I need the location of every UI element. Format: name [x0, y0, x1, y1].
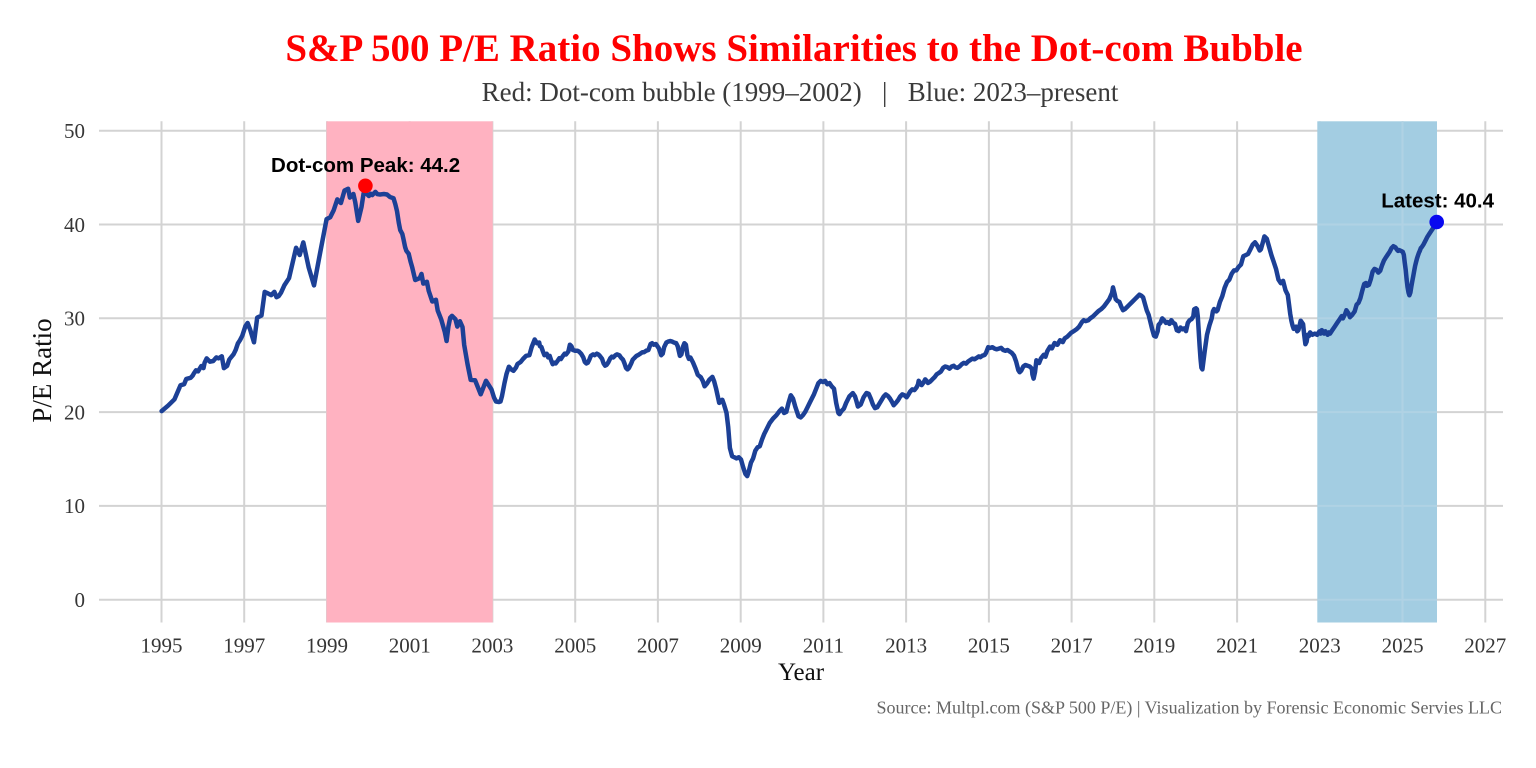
- svg-text:0: 0: [75, 588, 86, 612]
- svg-text:40: 40: [64, 213, 85, 237]
- svg-text:1997: 1997: [223, 634, 265, 658]
- svg-text:2005: 2005: [554, 634, 596, 658]
- svg-text:2021: 2021: [1216, 634, 1258, 658]
- svg-text:2007: 2007: [637, 634, 679, 658]
- svg-text:P/E Ratio: P/E Ratio: [27, 318, 57, 422]
- svg-text:1999: 1999: [306, 634, 348, 658]
- svg-text:2013: 2013: [885, 634, 927, 658]
- svg-text:2023: 2023: [1299, 634, 1341, 658]
- svg-text:2017: 2017: [1051, 634, 1093, 658]
- svg-text:50: 50: [64, 119, 85, 143]
- svg-text:S&P 500 P/E Ratio Shows Simila: S&P 500 P/E Ratio Shows Similarities to …: [285, 27, 1302, 70]
- svg-text:2003: 2003: [471, 634, 513, 658]
- svg-text:2027: 2027: [1464, 634, 1506, 658]
- svg-text:2025: 2025: [1382, 634, 1424, 658]
- svg-text:2011: 2011: [803, 634, 844, 658]
- svg-text:Red: Dot-com bubble (1999–2002: Red: Dot-com bubble (1999–2002) | Blue: …: [482, 77, 1119, 107]
- svg-text:30: 30: [64, 307, 85, 331]
- svg-text:Year: Year: [778, 659, 825, 686]
- svg-text:Source: Multpl.com (S&P 500 P/: Source: Multpl.com (S&P 500 P/E) | Visua…: [877, 698, 1502, 719]
- svg-text:10: 10: [64, 494, 85, 518]
- svg-text:Latest: 40.4: Latest: 40.4: [1381, 189, 1494, 212]
- svg-text:2015: 2015: [968, 634, 1010, 658]
- svg-text:20: 20: [64, 400, 85, 424]
- svg-text:2001: 2001: [389, 634, 431, 658]
- svg-text:2019: 2019: [1133, 634, 1175, 658]
- svg-text:1995: 1995: [141, 634, 183, 658]
- svg-text:Dot-com Peak: 44.2: Dot-com Peak: 44.2: [271, 154, 460, 177]
- svg-text:2009: 2009: [720, 634, 762, 658]
